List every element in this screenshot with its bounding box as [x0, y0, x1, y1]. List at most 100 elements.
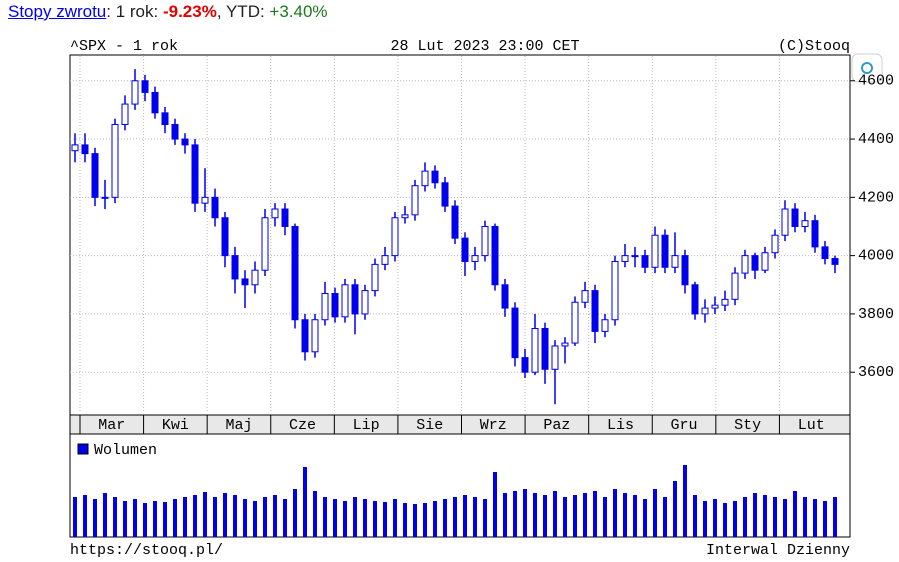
candle-body [231, 255, 239, 280]
candle-body [601, 319, 609, 332]
candle-body [391, 217, 399, 257]
volume-bar [263, 497, 267, 537]
candle-body [701, 307, 709, 315]
volume-bar [283, 499, 287, 537]
x-tick-label: Mar [98, 417, 125, 434]
candle-body [401, 214, 409, 219]
volume-bar [233, 495, 237, 537]
x-tick-label: Kwi [162, 417, 189, 434]
candle-body [351, 284, 359, 315]
candle-body [441, 182, 449, 207]
y-tick-label: 4000 [858, 248, 894, 265]
candle-body [811, 220, 819, 248]
volume-bar [773, 497, 777, 537]
volume-bar [213, 497, 217, 537]
chart-frame [69, 54, 851, 538]
volume-bar [703, 501, 707, 537]
volume-bar [503, 493, 507, 537]
volume-bar [673, 481, 677, 537]
volume-bar [183, 497, 187, 537]
candle-body [411, 185, 419, 216]
period-label: : 1 rok: [106, 2, 163, 21]
candle-body [251, 269, 259, 286]
candle-body [171, 123, 179, 140]
candle-body [631, 255, 639, 258]
x-tick-label: Lip [353, 417, 380, 434]
volume-bar [833, 497, 837, 537]
volume-bar [583, 493, 587, 537]
y-tick-label: 4200 [858, 189, 894, 206]
ytd-label: , YTD: [216, 2, 270, 21]
volume-bar [713, 499, 717, 537]
candle-body [501, 284, 509, 309]
candle-body [321, 293, 329, 321]
candle-body [101, 196, 109, 199]
volume-bar [413, 504, 417, 537]
returns-header: Stopy zwrotu: 1 rok: -9.23%, YTD: +3.40% [8, 2, 328, 22]
candle-body [651, 234, 659, 268]
volume-bar [743, 497, 747, 537]
candle-body [781, 208, 789, 236]
candle-body [671, 255, 679, 268]
candle-body [381, 255, 389, 265]
candle-body [521, 357, 529, 373]
volume-bar [193, 495, 197, 537]
volume-bar [83, 495, 87, 537]
volume-bar [223, 493, 227, 537]
candle-body [611, 260, 619, 321]
candle-body [691, 284, 699, 315]
volume-bar [113, 497, 117, 537]
volume-bar [423, 503, 427, 537]
volume-bar [253, 501, 257, 537]
volume-bar [243, 499, 247, 537]
y-tick-label: 4400 [858, 131, 894, 148]
ytd-value: +3.40% [269, 2, 328, 21]
volume-bar [663, 497, 667, 537]
volume-bar [783, 499, 787, 537]
volume-bar [693, 495, 697, 537]
volume-bar [533, 493, 537, 537]
candle-body [291, 225, 299, 321]
candle-body [331, 293, 339, 318]
volume-bar [293, 489, 297, 537]
candle-body [221, 217, 229, 257]
candle-body [161, 112, 169, 125]
candle-body [681, 255, 689, 286]
candle-body [71, 144, 79, 152]
month-strip [69, 414, 851, 435]
candle-body [821, 246, 829, 260]
footer-url: https://stooq.pl/ [70, 542, 223, 559]
volume-bar [483, 499, 487, 537]
candle-body [551, 345, 559, 370]
candle-body [531, 327, 539, 373]
chart-source: (C)Stooq [778, 38, 850, 55]
x-tick-label: Cze [289, 417, 316, 434]
candle-body [131, 80, 139, 105]
volume-bar [153, 501, 157, 537]
candle-body [741, 255, 749, 274]
chart-date: 28 Lut 2023 23:00 CET [390, 38, 579, 55]
candle-body [621, 255, 629, 262]
volume-bar [143, 503, 147, 537]
volume-bar [363, 499, 367, 537]
volume-bar [493, 472, 497, 537]
share-icon[interactable] [851, 53, 883, 83]
volume-bar [763, 495, 767, 537]
volume-bar [473, 497, 477, 537]
legend-label: Wolumen [94, 442, 157, 459]
volume-bar [273, 495, 277, 537]
candle-body [641, 255, 649, 268]
volume-bar [73, 497, 77, 537]
candle-body [431, 170, 439, 184]
returns-link[interactable]: Stopy zwrotu [8, 2, 107, 21]
volume-bar [523, 489, 527, 537]
volume-bar [463, 495, 467, 537]
volume-bar [603, 497, 607, 537]
legend-swatch [77, 443, 89, 455]
candle-body [311, 319, 319, 353]
x-tick-label: Maj [225, 417, 252, 434]
x-tick-label: Wrz [480, 417, 507, 434]
volume-bar [93, 499, 97, 537]
